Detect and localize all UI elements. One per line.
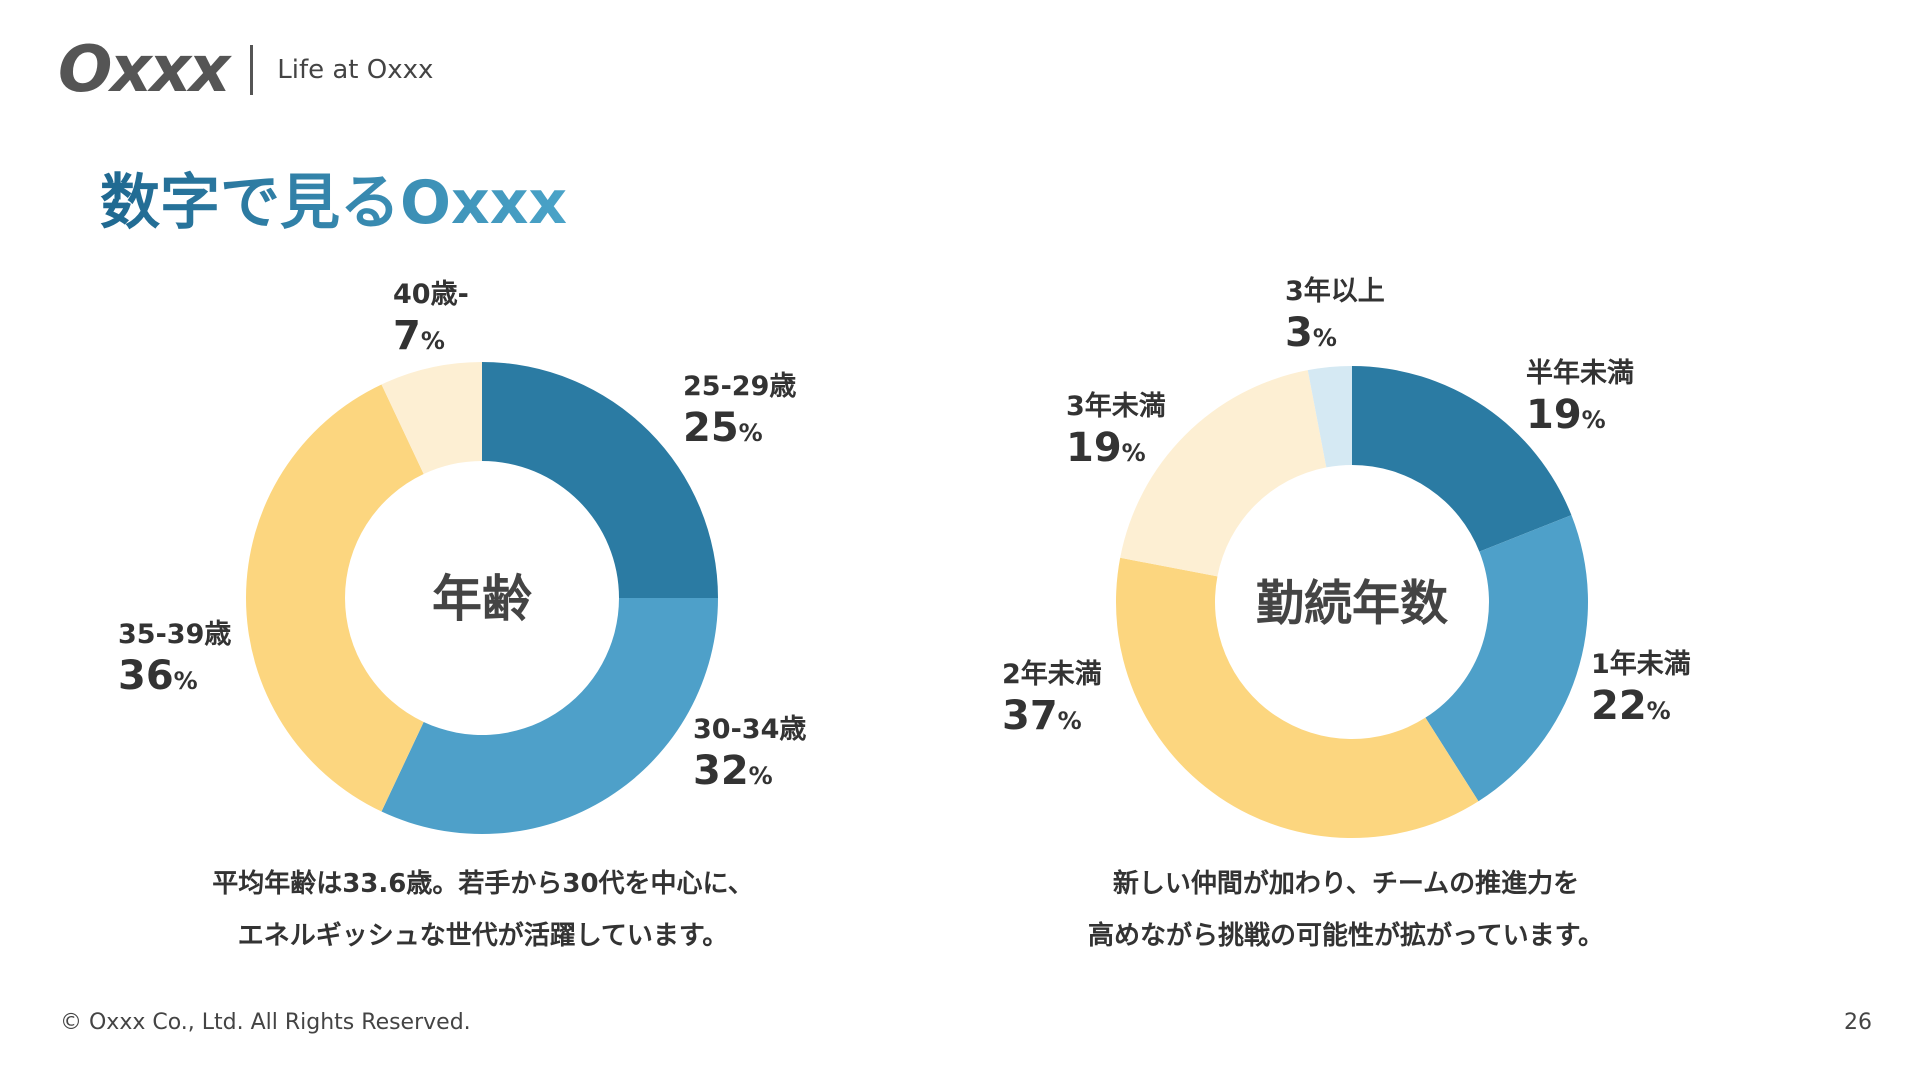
age-category-label-0: 25-29歳 [683, 371, 796, 402]
tenure-value-label-4: 3% [1285, 310, 1337, 356]
tenure-value-label-2: 37% [1002, 693, 1082, 739]
page-title: 数字で見るOxxx [100, 168, 568, 238]
tenure-segment-2 [1116, 557, 1479, 839]
age-center-label: 年齢 [432, 570, 532, 628]
tenure-category-label-2: 2年未満 [1002, 658, 1102, 690]
age-segment-2 [245, 384, 424, 812]
header: Oxxx Life at Oxxx [58, 33, 434, 107]
tenure-center-label: 勤続年数 [1256, 575, 1448, 631]
page-number: 26 [1844, 1010, 1872, 1035]
age-chart-caption: 平均年齢は33.6歳。若手から30代を中心に、 エネルギッシュな世代が活躍してい… [133, 858, 833, 962]
tenure-segment-0 [1352, 366, 1572, 552]
header-tagline: Life at Oxxx [277, 55, 434, 85]
age-segment-1 [381, 598, 718, 834]
tenure-value-label-0: 19% [1526, 392, 1606, 438]
header-divider [250, 45, 254, 95]
age-segment-0 [482, 362, 718, 598]
age-segment-3 [381, 362, 482, 475]
age-category-label-2: 35-39歳 [118, 619, 231, 650]
tenure-caption-line-2: 高めながら挑戦の可能性が拡がっています。 [1087, 921, 1605, 951]
age-value-label-1: 32% [693, 748, 773, 794]
age-category-label-3: 40歳- [393, 279, 469, 310]
copyright-text: © Oxxx Co., Ltd. All Rights Reserved. [60, 1010, 471, 1035]
tenure-caption-line-1: 新しい仲間が加わり、チームの推進力を [1112, 869, 1580, 899]
tenure-category-label-3: 3年未満 [1066, 390, 1166, 422]
tenure-chart-caption: 新しい仲間が加わり、チームの推進力を 高めながら挑戦の可能性が拡がっています。 [996, 858, 1696, 962]
age-category-label-1: 30-34歳 [693, 714, 806, 745]
tenure-segment-4 [1307, 366, 1352, 468]
tenure-category-label-0: 半年未満 [1526, 357, 1634, 389]
age-caption-line-2: エネルギッシュな世代が活躍しています。 [237, 921, 729, 951]
age-value-label-0: 25% [683, 405, 763, 451]
age-caption-line-1: 平均年齢は33.6歳。若手から30代を中心に、 [212, 869, 754, 899]
tenure-segment-3 [1120, 370, 1327, 577]
age-value-label-3: 7% [393, 313, 445, 359]
company-logo: Oxxx [58, 33, 230, 107]
tenure-category-label-1: 1年未満 [1591, 648, 1691, 680]
tenure-value-label-1: 22% [1591, 683, 1671, 729]
age-value-label-2: 36% [118, 653, 198, 699]
tenure-category-label-4: 3年以上 [1285, 275, 1385, 307]
tenure-segment-1 [1425, 515, 1588, 802]
tenure-value-label-3: 19% [1066, 425, 1146, 471]
